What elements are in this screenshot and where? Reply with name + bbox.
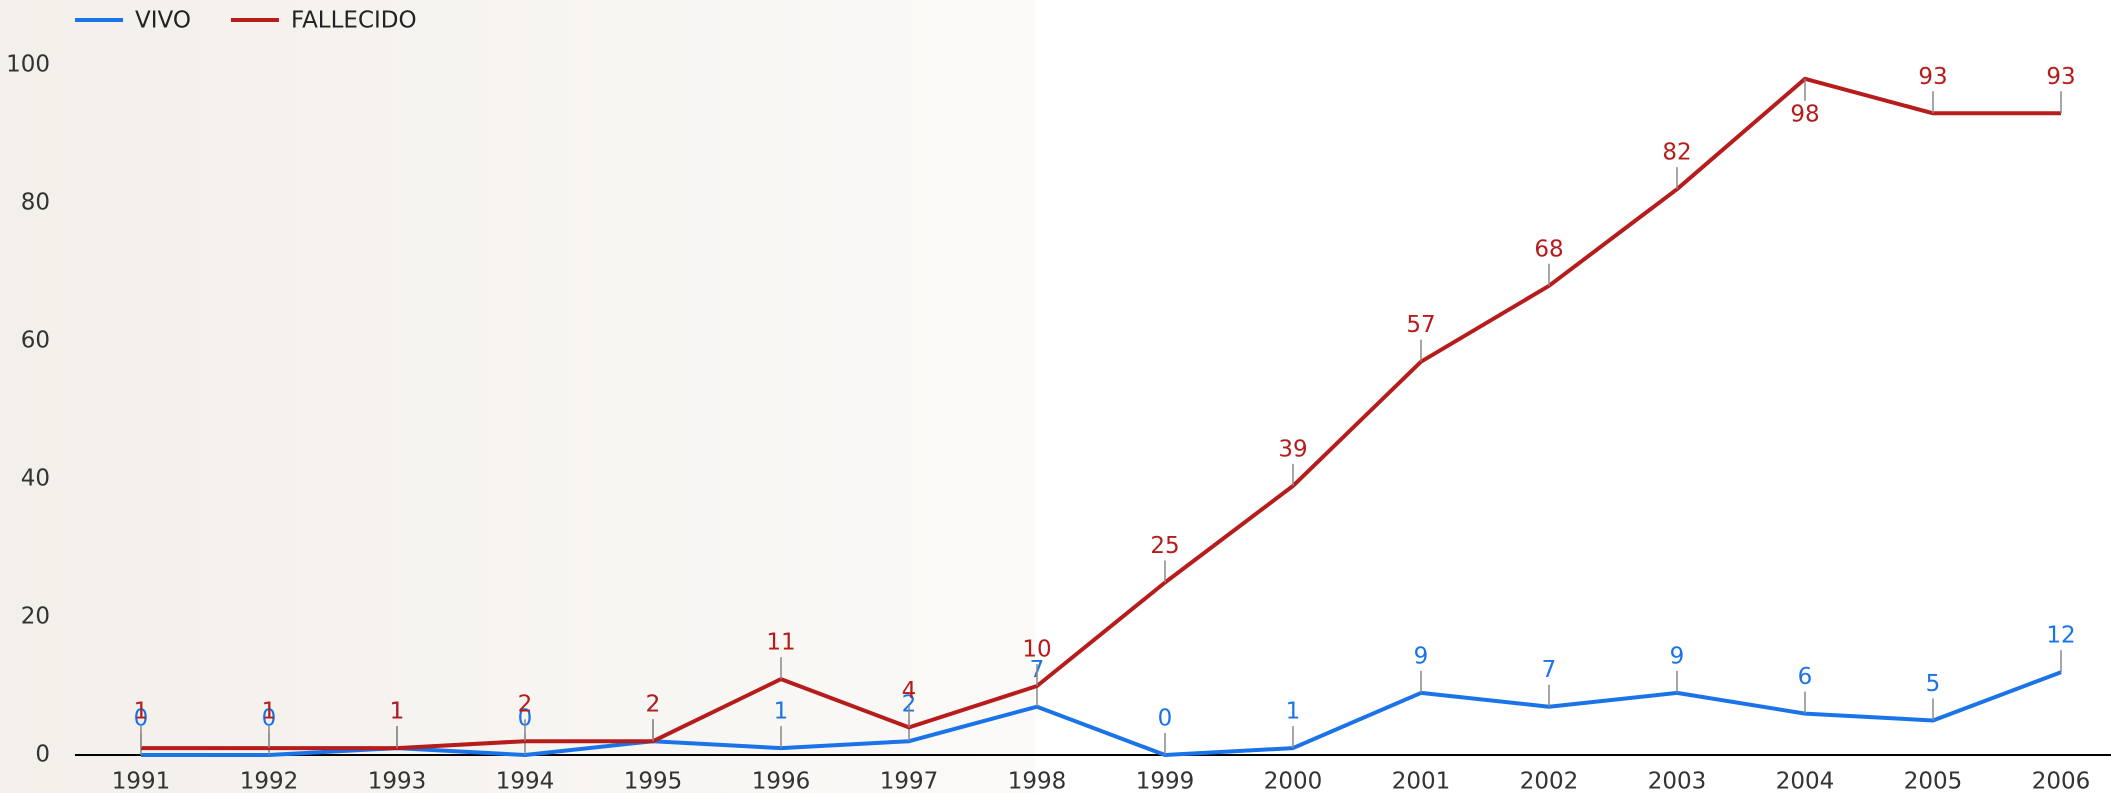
data-label: 6 bbox=[1798, 664, 1813, 690]
y-tick-label: 80 bbox=[21, 190, 50, 216]
data-label: 57 bbox=[1406, 312, 1435, 338]
x-tick-label: 1991 bbox=[112, 769, 171, 793]
data-label: 93 bbox=[2046, 64, 2075, 90]
data-label: 1 bbox=[390, 699, 405, 725]
data-label: 5 bbox=[1926, 671, 1941, 697]
data-label: 0 bbox=[262, 706, 277, 732]
data-label: 4 bbox=[902, 678, 917, 704]
y-tick-label: 40 bbox=[21, 466, 50, 492]
x-tick-label: 1992 bbox=[240, 769, 299, 793]
x-tick-label: 1993 bbox=[368, 769, 427, 793]
y-tick-label: 100 bbox=[6, 52, 50, 78]
data-label: 9 bbox=[1414, 643, 1429, 669]
x-tick-label: 2003 bbox=[1648, 769, 1707, 793]
data-label: 1 bbox=[134, 699, 149, 725]
data-label: 25 bbox=[1150, 533, 1179, 559]
background-pattern bbox=[0, 0, 1035, 793]
x-tick-label: 2005 bbox=[1904, 769, 1963, 793]
data-label: 12 bbox=[2046, 623, 2075, 649]
data-label: 2 bbox=[902, 692, 917, 718]
data-label: 1 bbox=[774, 699, 789, 725]
series-line bbox=[141, 76, 2061, 751]
data-label: 82 bbox=[1662, 140, 1691, 166]
x-tick-label: 1994 bbox=[496, 769, 555, 793]
data-label: 9 bbox=[1670, 643, 1685, 669]
data-label: 68 bbox=[1534, 236, 1563, 262]
data-label: 7 bbox=[1542, 657, 1557, 683]
x-tick-label: 1995 bbox=[624, 769, 683, 793]
y-tick-label: 60 bbox=[21, 328, 50, 354]
data-label: 0 bbox=[134, 706, 149, 732]
data-label: 1 bbox=[1286, 699, 1301, 725]
x-tick-label: 1998 bbox=[1008, 769, 1067, 793]
x-tick-label: 2004 bbox=[1776, 769, 1835, 793]
data-label: 93 bbox=[1918, 64, 1947, 90]
data-label: 0 bbox=[518, 706, 533, 732]
x-tick-label: 1997 bbox=[880, 769, 939, 793]
data-label: 2 bbox=[646, 692, 661, 718]
x-tick-label: 1996 bbox=[752, 769, 811, 793]
x-tick-label: 2002 bbox=[1520, 769, 1579, 793]
y-tick-label: 0 bbox=[35, 742, 50, 768]
legend-label: FALLECIDO bbox=[291, 8, 417, 34]
data-label: 98 bbox=[1790, 101, 1819, 127]
data-label: 39 bbox=[1278, 436, 1307, 462]
series-line bbox=[141, 670, 2062, 757]
data-label: 2 bbox=[518, 692, 533, 718]
x-tick-label: 2006 bbox=[2032, 769, 2091, 793]
data-label: 2 bbox=[646, 692, 661, 718]
data-label: 1 bbox=[262, 699, 277, 725]
data-label: 11 bbox=[766, 630, 795, 656]
data-label: 10 bbox=[1022, 637, 1051, 663]
x-tick-label: 2000 bbox=[1264, 769, 1323, 793]
y-tick-label: 20 bbox=[21, 604, 50, 630]
data-label: 1 bbox=[390, 699, 405, 725]
x-tick-label: 2001 bbox=[1392, 769, 1451, 793]
data-label: 0 bbox=[1158, 706, 1173, 732]
x-tick-label: 1999 bbox=[1136, 769, 1195, 793]
legend-label: VIVO bbox=[135, 8, 191, 34]
